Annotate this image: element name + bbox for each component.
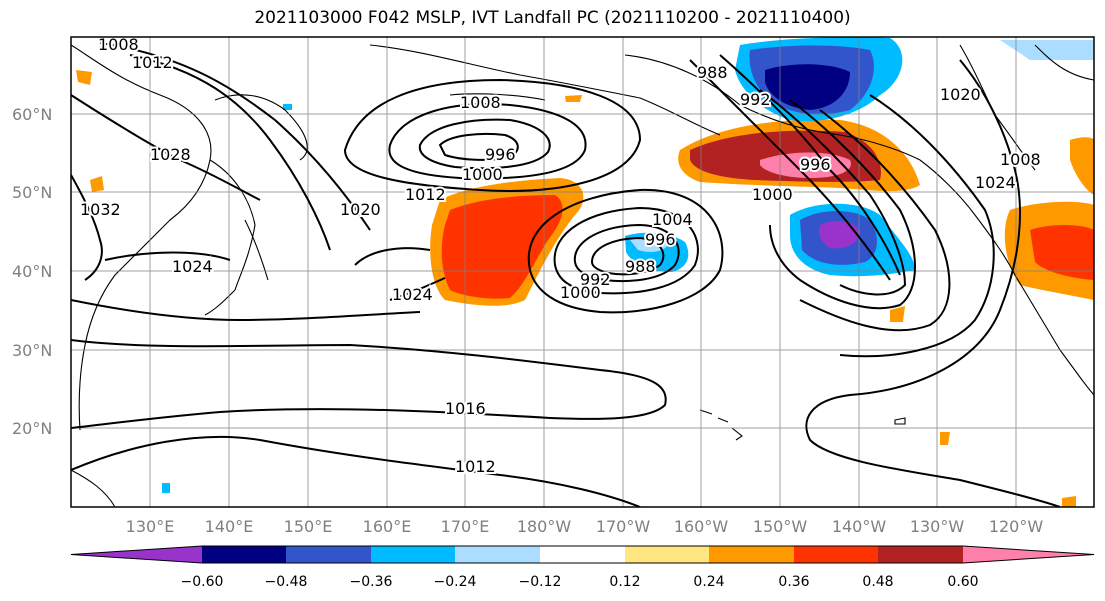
contour-label: 1028 bbox=[150, 145, 191, 164]
colorbar-tick-label: 0.48 bbox=[862, 574, 893, 590]
colorbar-segment bbox=[709, 546, 794, 563]
contour-labels: 1008 1012 1016 1028 1032 1024 1024 1020 … bbox=[78, 35, 1043, 478]
contour-label: 1024 bbox=[392, 285, 433, 304]
colorbar-tick-label: −0.24 bbox=[434, 574, 477, 590]
ivt-negative-shading bbox=[162, 37, 1094, 493]
contour-label: 1000 bbox=[560, 283, 601, 302]
contour-label: 1032 bbox=[80, 200, 121, 219]
colorbar-segment bbox=[540, 546, 625, 563]
lon-label: 130°W bbox=[910, 517, 965, 536]
lon-label: 130°E bbox=[126, 517, 175, 536]
contour-label: 992 bbox=[580, 270, 611, 289]
contour-label: 1000 bbox=[752, 185, 793, 204]
lon-label: 140°W bbox=[832, 517, 887, 536]
colorbar-segment bbox=[286, 546, 371, 563]
lon-label: 150°E bbox=[284, 517, 333, 536]
contour-label: 988 bbox=[625, 257, 656, 276]
colorbar-tick-label: −0.48 bbox=[265, 574, 308, 590]
contour-label: 996 bbox=[800, 155, 831, 174]
colorbar-segment bbox=[625, 546, 709, 563]
colorbar-segment bbox=[71, 546, 202, 563]
lat-lon-grid bbox=[71, 37, 1094, 507]
latitude-labels: 60°N 50°N 40°N 30°N 20°N bbox=[12, 105, 52, 438]
contour-label: 1008 bbox=[460, 93, 501, 112]
colorbar-tick-label: −0.60 bbox=[181, 574, 224, 590]
lon-label: 150°W bbox=[753, 517, 808, 536]
contour-label: 1012 bbox=[455, 457, 496, 476]
colorbar-segment bbox=[794, 546, 878, 563]
colorbar-tick-label: −0.36 bbox=[350, 574, 393, 590]
lon-label: 120°W bbox=[989, 517, 1044, 536]
colorbar-tick-label: 0.24 bbox=[693, 574, 724, 590]
lat-label: 60°N bbox=[12, 105, 52, 124]
map-title: 2021103000 F042 MSLP, IVT Landfall PC (2… bbox=[254, 8, 851, 28]
contour-label: 1012 bbox=[132, 53, 173, 72]
map-frame bbox=[70, 36, 1095, 508]
colorbar-segments bbox=[70, 545, 1095, 564]
lat-label: 40°N bbox=[12, 262, 52, 281]
lat-label: 20°N bbox=[12, 419, 52, 438]
contour-label: 1020 bbox=[340, 200, 381, 219]
longitude-labels: 130°E 140°E 150°E 160°E 170°E 180°W 170°… bbox=[126, 517, 1044, 536]
colorbar-segment bbox=[371, 546, 455, 563]
lat-label: 30°N bbox=[12, 341, 52, 360]
contour-label: 1016 bbox=[445, 399, 486, 418]
ivt-positive-shading bbox=[76, 70, 1094, 507]
lat-label: 50°N bbox=[12, 183, 52, 202]
contour-label: 1000 bbox=[462, 165, 503, 184]
contour-label: 1020 bbox=[940, 85, 981, 104]
contour-label: 1024 bbox=[975, 173, 1016, 192]
contour-label: 1004 bbox=[652, 210, 693, 229]
colorbar-tick-label: 0.12 bbox=[609, 574, 640, 590]
contour-label: 1008 bbox=[98, 35, 139, 54]
colorbar-segment bbox=[202, 546, 286, 563]
mslp-contours bbox=[71, 42, 1061, 507]
contour-label: 988 bbox=[697, 63, 728, 82]
lon-label: 160°W bbox=[674, 517, 729, 536]
colorbar-segment bbox=[963, 546, 1094, 563]
colorbar-tick-label: −0.12 bbox=[519, 574, 562, 590]
contour-label: 1008 bbox=[1000, 150, 1041, 169]
contour-label: 996 bbox=[645, 230, 676, 249]
contour-label: 992 bbox=[740, 90, 771, 109]
colorbar-outline bbox=[70, 545, 1095, 564]
lon-label: 170°E bbox=[441, 517, 490, 536]
lon-label: 160°E bbox=[363, 517, 412, 536]
contour-label: 996 bbox=[485, 145, 516, 164]
contour-label: 1012 bbox=[405, 185, 446, 204]
colorbar-segment bbox=[878, 546, 963, 563]
lon-label: 140°E bbox=[205, 517, 254, 536]
colorbar-tick-labels: −0.60 −0.48 −0.36 −0.24 −0.12 0.12 0.24 … bbox=[181, 574, 979, 590]
map-area: 1008 1012 1016 1028 1032 1024 1024 1020 … bbox=[71, 35, 1094, 507]
coastlines bbox=[71, 44, 1094, 507]
colorbar-segment bbox=[455, 546, 540, 563]
contour-label: 1024 bbox=[172, 257, 213, 276]
lon-label: 180°W bbox=[517, 517, 572, 536]
lon-label: 170°W bbox=[596, 517, 651, 536]
colorbar: −0.60 −0.48 −0.36 −0.24 −0.12 0.12 0.24 … bbox=[70, 545, 1095, 590]
colorbar-tick-label: 0.36 bbox=[778, 574, 809, 590]
colorbar-tick-label: 0.60 bbox=[947, 574, 978, 590]
